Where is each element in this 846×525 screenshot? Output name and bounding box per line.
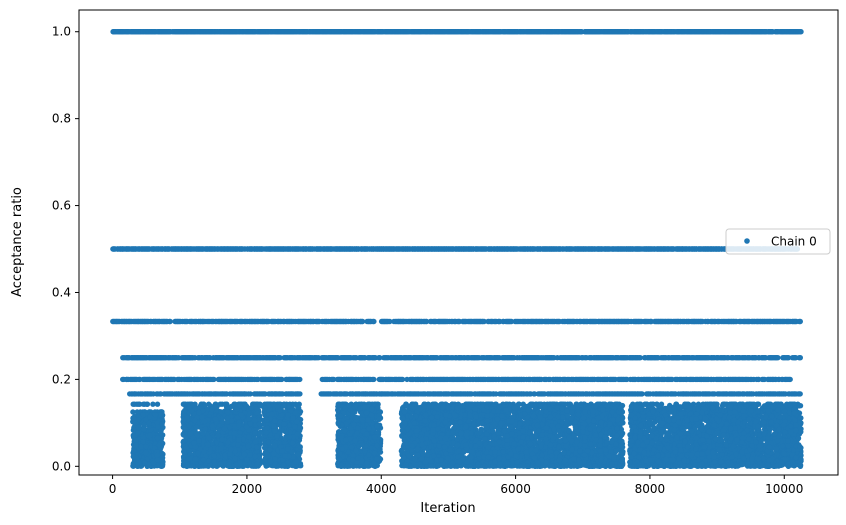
data-point [297, 391, 302, 396]
data-point [140, 439, 145, 444]
data-point [134, 456, 139, 461]
data-point [136, 425, 141, 430]
data-point [798, 319, 803, 324]
data-point [158, 412, 163, 417]
data-point [798, 391, 803, 396]
data-point [155, 435, 160, 440]
data-point [297, 377, 302, 382]
data-point [131, 416, 136, 421]
data-point [150, 402, 155, 407]
data-point [160, 462, 165, 467]
data-point [142, 402, 147, 407]
data-point [139, 444, 144, 449]
data-point [147, 414, 152, 419]
data-point [136, 402, 141, 407]
data-point [155, 402, 160, 407]
data-point [146, 421, 151, 426]
data-point [639, 391, 644, 396]
data-point [135, 430, 140, 435]
data-point [788, 377, 793, 382]
data-point [147, 433, 152, 438]
data-point [155, 457, 160, 462]
data-point [159, 421, 164, 426]
data-point [153, 412, 158, 417]
data-point [371, 319, 376, 324]
data-point [775, 355, 780, 360]
data-point [798, 29, 803, 34]
data-point [143, 450, 148, 455]
data-point [157, 442, 162, 447]
data-point [134, 443, 139, 448]
data-point [798, 355, 803, 360]
data-point [142, 422, 147, 427]
data-point [371, 377, 376, 382]
data-point [142, 460, 147, 465]
data-point [141, 427, 146, 432]
scatter-points [110, 29, 804, 469]
data-point [133, 438, 138, 443]
data-point [141, 412, 146, 417]
data-point [168, 319, 173, 324]
data-point [131, 402, 136, 407]
